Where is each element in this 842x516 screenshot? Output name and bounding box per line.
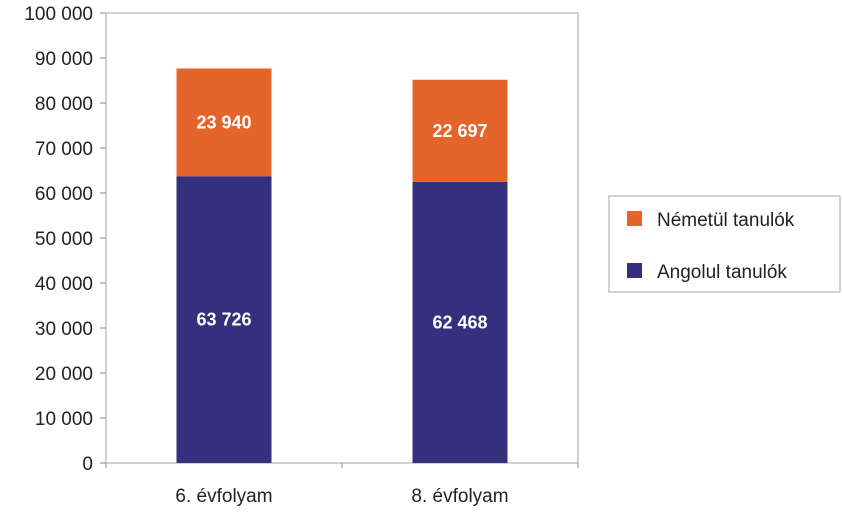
x-tick-label: 6. évfolyam [175, 486, 272, 507]
y-tick-label: 30 000 [35, 319, 93, 340]
legend: Németül tanulók Angolul tanulók [608, 195, 841, 293]
y-tick-label: 10 000 [35, 409, 93, 430]
legend-box [608, 195, 841, 293]
y-tick-label: 90 000 [35, 49, 93, 70]
data-label: 63 726 [196, 310, 251, 330]
bar-segment [176, 68, 272, 177]
bar-segment [176, 176, 272, 463]
data-label: 23 940 [196, 112, 251, 132]
y-tick-label: 50 000 [35, 229, 93, 250]
data-label: 22 697 [432, 121, 487, 141]
bar-segment [412, 79, 508, 182]
legend-swatch [627, 211, 642, 226]
y-tick-label: 40 000 [35, 274, 93, 295]
y-tick-label: 60 000 [35, 184, 93, 205]
y-tick-label: 100 000 [24, 4, 93, 25]
bar-segment [412, 181, 508, 464]
legend-swatch [627, 263, 642, 278]
legend-label: Angolul tanulók [657, 262, 787, 283]
y-tick-label: 80 000 [35, 94, 93, 115]
y-tick-label: 20 000 [35, 364, 93, 385]
legend-label: Németül tanulók [657, 210, 795, 231]
y-tick-label: 0 [82, 454, 93, 475]
x-tick-label: 8. évfolyam [411, 486, 508, 507]
plot-area: 0 10 000 20 000 30 000 40 000 50 000 60 000 70 … [24, 4, 579, 507]
y-tick-label: 70 000 [35, 139, 93, 160]
data-label: 62 468 [432, 312, 487, 332]
